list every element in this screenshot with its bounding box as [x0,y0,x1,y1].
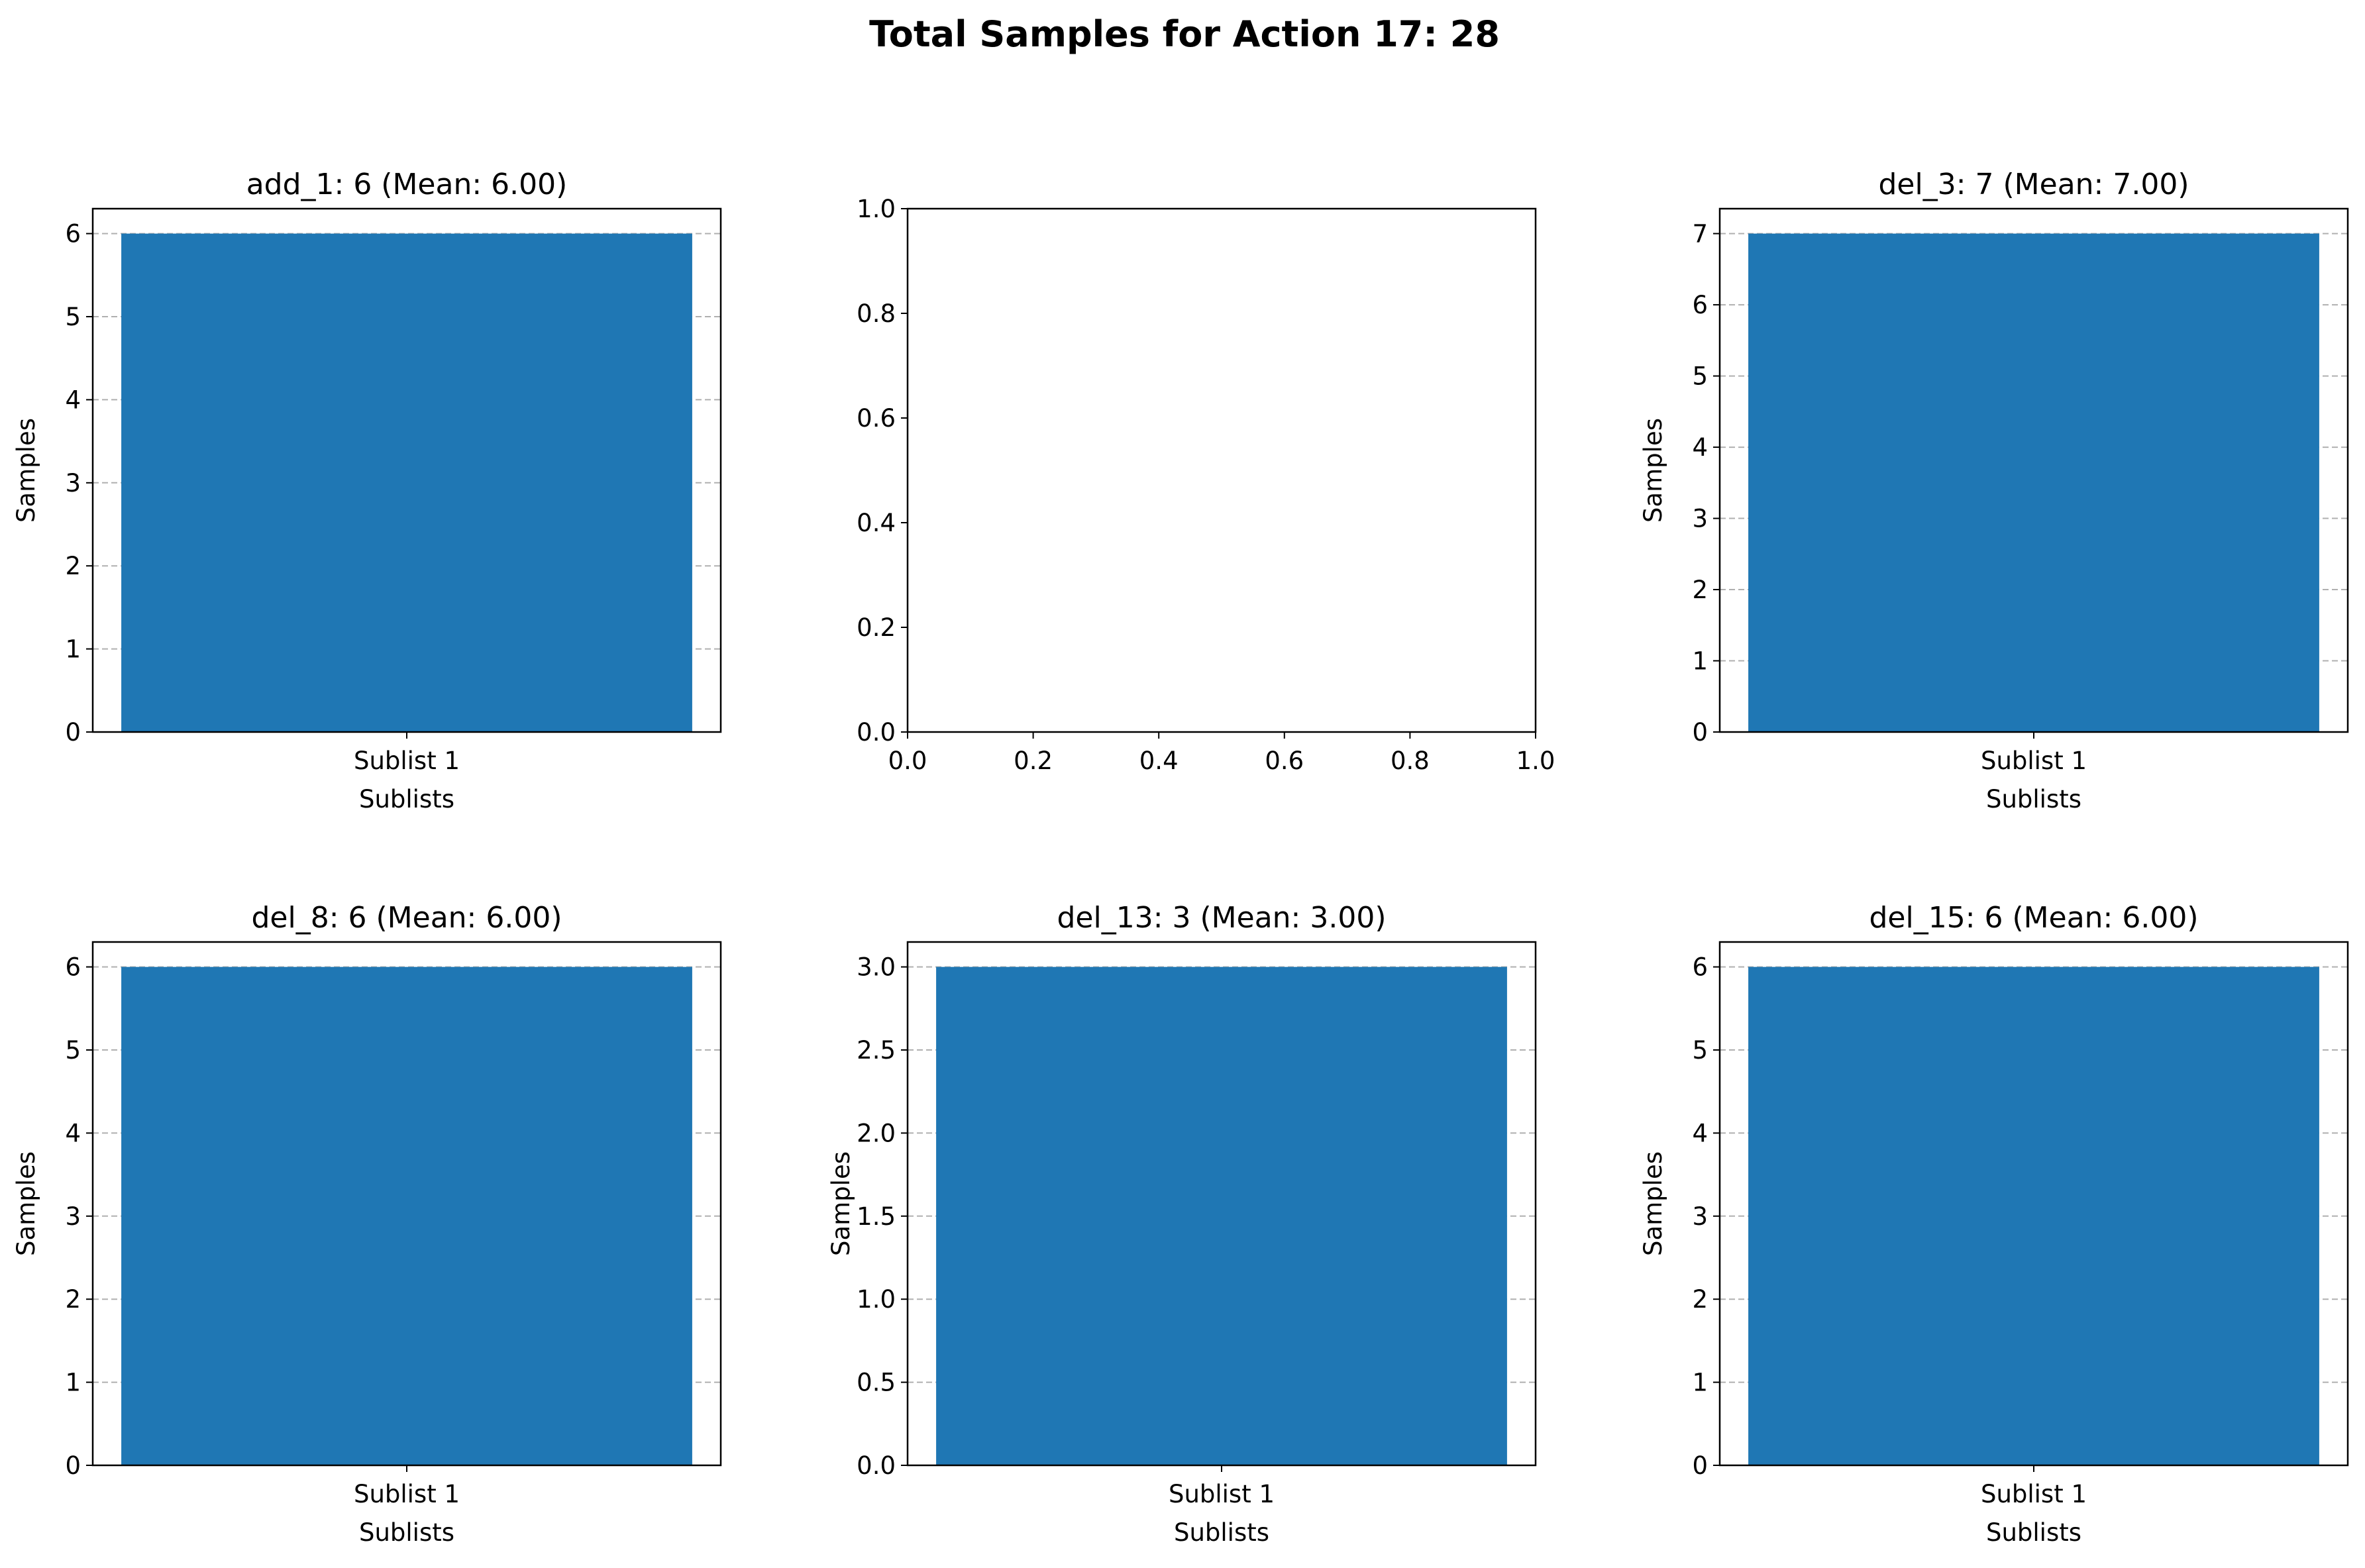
bar [936,967,1507,1465]
axes-frame [91,207,722,733]
x-tick-label: Sublist 1 [1981,1480,2087,1508]
x-tick-label: 0.6 [1265,747,1304,775]
y-tick-label: 1 [65,635,81,664]
y-tick-label: 3 [65,469,81,497]
y-axis-label: Samples [1639,418,1667,523]
y-tick-label: 5 [65,303,81,331]
y-tick-label: 2.5 [857,1036,896,1065]
y-tick-label: 1.0 [857,1285,896,1314]
y-tick-label: 6 [1692,953,1708,982]
y-tick-label: 4 [65,386,81,414]
y-tick-label: 4 [65,1119,81,1147]
x-axis-label: Sublists [1174,1518,1269,1547]
y-tick-label: 0 [65,718,81,747]
y-tick-label: 1.0 [857,195,896,223]
y-axis-label: Samples [12,1151,40,1256]
y-tick-label: 6 [65,953,81,982]
axes-frame [1718,941,2349,1467]
y-tick-label: 2.0 [857,1119,896,1147]
y-tick-label: 3 [1692,1202,1708,1231]
subplot-5: del_13: 3 (Mean: 3.00) Sublist 1 0.0 0.5 1.0… [827,901,1537,1547]
y-axis-label: Samples [1639,1151,1667,1256]
bar [1748,233,2319,733]
y-tick-label: 1 [65,1369,81,1397]
y-tick-label: 2 [1692,576,1708,604]
bar [121,967,692,1465]
y-tick-label: 0.0 [857,718,896,747]
y-tick-label: 5 [65,1036,81,1065]
y-tick-label: 0.2 [857,613,896,642]
x-tick-label: 0.4 [1139,747,1179,775]
y-tick-label: 1 [1692,1369,1708,1397]
y-tick-label: 2 [65,552,81,580]
subplot-1: add_1: 6 (Mean: 6.00) Sublist 1 0 1 2 3 4 5 6 Sub… [12,168,722,813]
axes-frame [906,207,1537,733]
y-tick-label: 5 [1692,1036,1708,1065]
axes-frame [1718,207,2349,733]
axes-frame [91,941,722,1467]
subplot-grid: add_1: 6 (Mean: 6.00) Sublist 1 0 1 2 3 4 5 6 Sub… [12,168,2349,1547]
subplot-title: del_3: 7 (Mean: 7.00) [1878,168,2189,201]
subplot-2: 0.0 0.2 0.4 0.6 0.8 1.0 0.0 0.2 0.4 0.6 0.8 1.0 [857,195,1555,775]
y-tick-label: 3.0 [857,953,896,982]
subplot-3: del_3: 7 (Mean: 7.00) Sublist 1 0 1 2 3 4 5 6 7 Su… [1639,168,2349,813]
x-tick-label: 1.0 [1516,747,1555,775]
y-tick-label: 3 [1692,505,1708,533]
x-tick-label: Sublist 1 [1169,1480,1275,1508]
y-tick-label: 0 [1692,718,1708,747]
y-tick-label: 5 [1692,362,1708,391]
y-tick-label: 0.5 [857,1369,896,1397]
y-tick-label: 1.5 [857,1202,896,1231]
y-tick-label: 0.8 [857,299,896,328]
y-tick-label: 1 [1692,647,1708,676]
x-tick-label: Sublist 1 [1981,747,2087,775]
subplot-4: del_8: 6 (Mean: 6.00) Sublist 1 0 1 2 3 4 5 6 Sub… [12,901,722,1547]
x-axis-label: Sublists [1986,785,2081,813]
y-tick-label: 7 [1692,220,1708,248]
y-tick-label: 4 [1692,1119,1708,1147]
x-tick-label: 0.0 [888,747,927,775]
y-tick-label: 6 [65,220,81,248]
x-axis-label: Sublists [359,1518,454,1547]
figure-suptitle: Total Samples for Action 17: 28 [869,13,1500,55]
subplot-6: del_15: 6 (Mean: 6.00) Sublist 1 0 1 2 3 4 5 6 Su… [1639,901,2349,1547]
y-tick-label: 3 [65,1202,81,1231]
subplot-title: add_1: 6 (Mean: 6.00) [246,168,568,201]
y-tick-label: 0.6 [857,404,896,433]
y-tick-label: 2 [65,1285,81,1314]
y-tick-label: 0.0 [857,1451,896,1480]
y-axis-label: Samples [827,1151,855,1256]
y-tick-label: 0.4 [857,509,896,537]
axes-frame [906,941,1537,1467]
x-tick-label: 0.8 [1391,747,1430,775]
y-tick-label: 0 [1692,1451,1708,1480]
subplot-title: del_8: 6 (Mean: 6.00) [251,901,562,935]
x-tick-label: Sublist 1 [354,1480,460,1508]
y-tick-label: 6 [1692,291,1708,319]
bar [121,233,692,733]
x-axis-label: Sublists [1986,1518,2081,1547]
x-axis-label: Sublists [359,785,454,813]
subplot-title: del_15: 6 (Mean: 6.00) [1869,901,2199,935]
bar [1748,967,2319,1465]
x-tick-label: Sublist 1 [354,747,460,775]
y-tick-label: 0 [65,1451,81,1480]
y-axis-label: Samples [12,418,40,523]
y-tick-label: 4 [1692,433,1708,462]
subplot-title: del_13: 3 (Mean: 3.00) [1057,901,1387,935]
x-tick-label: 0.2 [1014,747,1053,775]
y-tick-label: 2 [1692,1285,1708,1314]
